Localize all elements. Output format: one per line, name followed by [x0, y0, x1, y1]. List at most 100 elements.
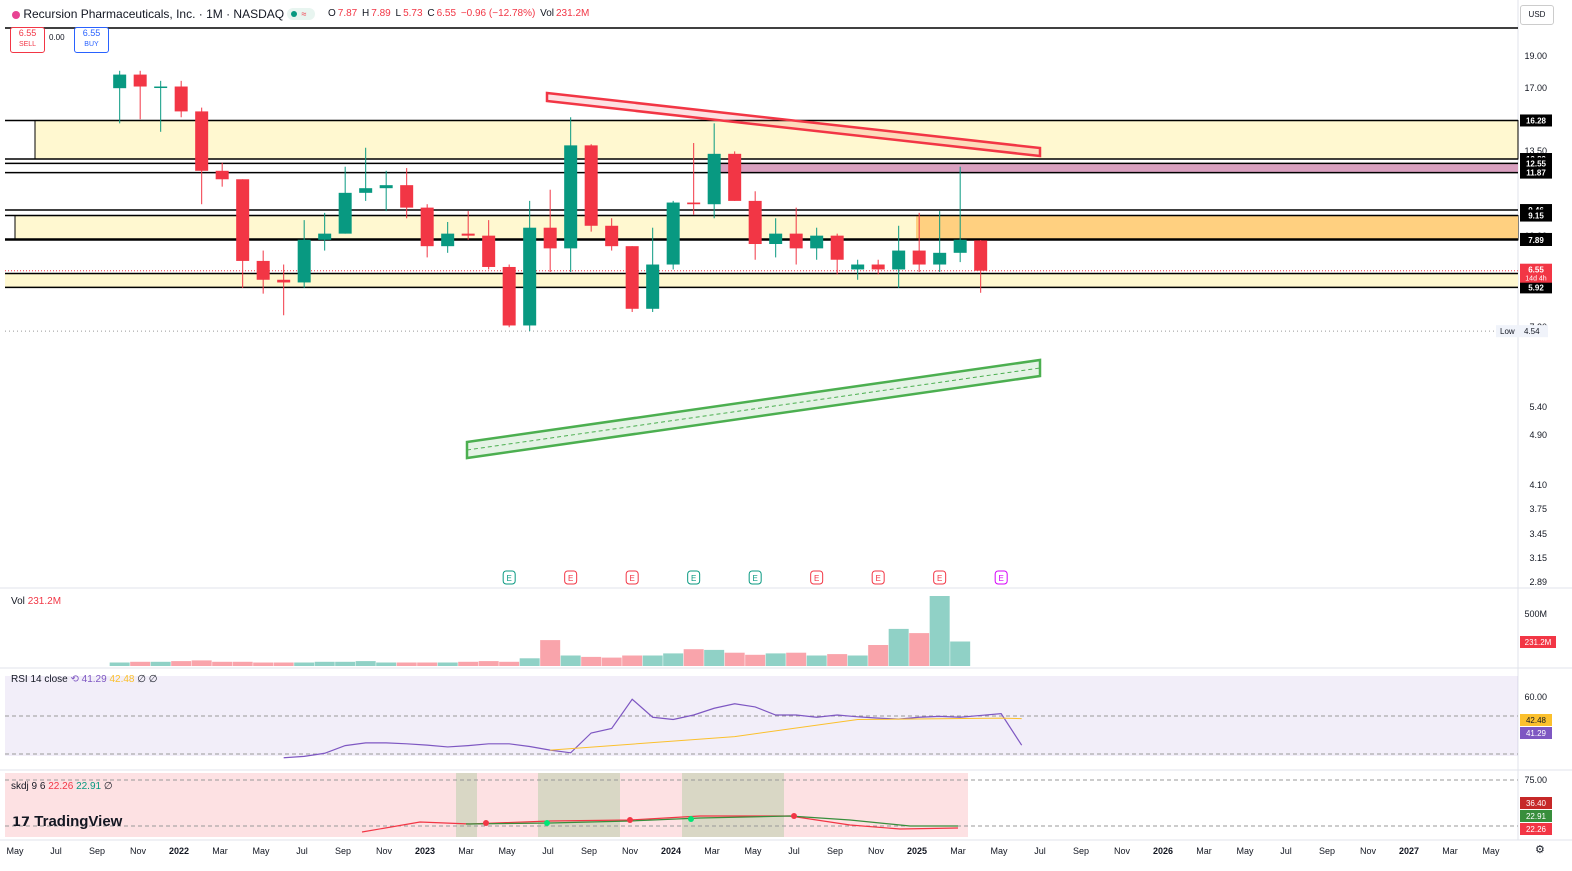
- candle-body[interactable]: [810, 235, 824, 249]
- candle-body[interactable]: [707, 153, 721, 205]
- candle-body[interactable]: [646, 264, 660, 309]
- volume-bar: [150, 661, 171, 666]
- candle-body[interactable]: [625, 246, 639, 309]
- earnings-label: E: [876, 574, 881, 583]
- candle-body[interactable]: [769, 233, 783, 245]
- buy-price: 6.55: [82, 28, 101, 38]
- candle-body[interactable]: [912, 250, 926, 265]
- resistance-channel[interactable]: [545, 91, 1042, 158]
- earnings-icon[interactable]: [810, 570, 824, 585]
- market-status-toggle[interactable]: ≈: [287, 8, 315, 20]
- skdj-cross-dot: [483, 820, 489, 826]
- candle-body[interactable]: [441, 233, 455, 247]
- skdj-tag-bg: [1520, 797, 1552, 809]
- candle-body[interactable]: [174, 86, 188, 112]
- time-axis-label: May: [744, 846, 762, 856]
- time-axis-label: Mar: [950, 846, 966, 856]
- candle-body[interactable]: [974, 240, 988, 271]
- volume-bar: [499, 661, 520, 666]
- earnings-icon[interactable]: [748, 570, 762, 585]
- earnings-icon[interactable]: [687, 570, 701, 585]
- time-axis-label: May: [252, 846, 270, 856]
- candle-body[interactable]: [338, 192, 352, 234]
- candle-body[interactable]: [318, 233, 332, 240]
- rsi-settings-icon[interactable]: ⟲: [70, 674, 79, 685]
- symbol-title[interactable]: Recursion Pharmaceuticals, Inc. · 1M · N…: [12, 7, 284, 21]
- tradingview-logo[interactable]: 𝟭𝟳 TradingView: [12, 813, 122, 830]
- vol-value: 231.2M: [556, 8, 590, 19]
- earnings-icon[interactable]: [625, 570, 639, 585]
- candle-body[interactable]: [584, 145, 598, 226]
- skdj-background: [5, 773, 968, 837]
- candle-body[interactable]: [953, 239, 967, 253]
- candle-body[interactable]: [728, 153, 742, 201]
- candle-body[interactable]: [113, 74, 127, 89]
- last-price-tag: 6.55: [1528, 266, 1544, 275]
- candle-body[interactable]: [871, 264, 885, 270]
- skdj-d-line: [465, 815, 958, 827]
- candle-body[interactable]: [830, 235, 844, 260]
- candle-body[interactable]: [379, 185, 393, 189]
- candle-body[interactable]: [133, 74, 147, 87]
- level-tag: 11.87: [1526, 169, 1546, 178]
- wave-icon: ≈: [301, 9, 307, 19]
- candle-body[interactable]: [420, 207, 434, 247]
- volume-bar: [560, 655, 581, 666]
- skdj-bull-band: [456, 773, 477, 837]
- candle-body[interactable]: [523, 227, 537, 326]
- candle-body[interactable]: [666, 202, 680, 265]
- skdj-tag: 36.40: [1526, 799, 1547, 808]
- candle-body[interactable]: [154, 86, 168, 89]
- skdj-cross-dot: [627, 817, 633, 823]
- open-value: 7.87: [337, 8, 358, 19]
- earnings-icon[interactable]: [502, 570, 516, 585]
- volume-bar: [458, 661, 479, 666]
- candle-body[interactable]: [605, 225, 619, 247]
- candle-body[interactable]: [789, 233, 803, 249]
- rsi-legend[interactable]: RSI 14 close ⟲ 41.29 42.48 ∅ ∅: [11, 674, 157, 685]
- time-axis-label: Sep: [1072, 846, 1090, 856]
- settings-gear-icon[interactable]: ⚙: [1535, 844, 1545, 856]
- currency-selector[interactable]: USD: [1520, 5, 1554, 25]
- candle-body[interactable]: [892, 250, 906, 270]
- volume-bar: [581, 656, 602, 666]
- rsi-tag: 41.29: [1526, 729, 1547, 738]
- candle-body[interactable]: [195, 111, 209, 171]
- candle-body[interactable]: [502, 266, 516, 326]
- candle-body[interactable]: [851, 264, 865, 270]
- earnings-icon[interactable]: [933, 570, 947, 585]
- earnings-icon[interactable]: [564, 570, 578, 585]
- candle-body[interactable]: [543, 227, 557, 249]
- candle-body[interactable]: [748, 200, 762, 245]
- buy-button[interactable]: 6.55 BUY: [74, 27, 109, 53]
- candle-body[interactable]: [400, 185, 414, 208]
- time-axis-label: 2022: [168, 846, 190, 856]
- volume-bar: [171, 661, 192, 666]
- sell-button[interactable]: 6.55 SELL: [10, 27, 45, 53]
- candle-body[interactable]: [359, 188, 373, 193]
- skdj-legend[interactable]: skdj 9 6 22.26 22.91 ∅: [11, 781, 113, 792]
- volume-bar: [273, 662, 294, 666]
- candle-body[interactable]: [215, 170, 229, 180]
- candle-body[interactable]: [297, 239, 311, 283]
- candle-body[interactable]: [236, 179, 250, 261]
- volume-legend[interactable]: Vol 231.2M: [11, 596, 61, 607]
- time-axis-label: Jul: [788, 846, 800, 856]
- skdj-extra: ∅: [103, 781, 113, 792]
- low-label: L: [395, 8, 402, 19]
- time-axis-label: Sep: [1318, 846, 1336, 856]
- volume-axis-tick: 500M: [1524, 609, 1547, 619]
- volume-bar: [868, 645, 889, 666]
- earnings-icon[interactable]: [994, 570, 1008, 585]
- earnings-icon[interactable]: [871, 570, 885, 585]
- time-axis-label: 2026: [1152, 846, 1174, 856]
- volume-value: 231.2M: [27, 596, 62, 607]
- candle-body[interactable]: [687, 202, 701, 205]
- candle-body[interactable]: [482, 235, 496, 267]
- candle-body[interactable]: [277, 279, 291, 283]
- candle-body[interactable]: [461, 233, 475, 236]
- candle-body[interactable]: [933, 252, 947, 265]
- candle-body[interactable]: [256, 260, 270, 280]
- candle-body[interactable]: [564, 145, 578, 249]
